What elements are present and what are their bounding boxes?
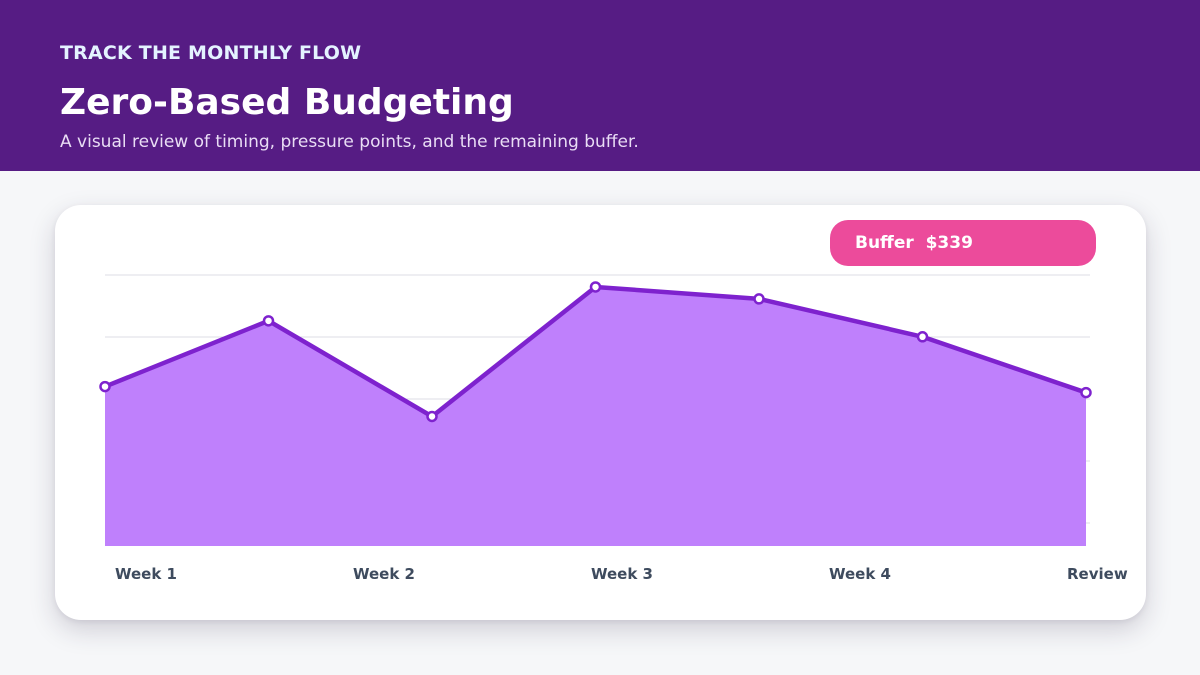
x-tick-label: Week 4 <box>829 565 891 583</box>
x-tick-label: Review <box>1067 565 1128 583</box>
data-point <box>262 315 275 327</box>
data-point <box>916 331 929 343</box>
buffer-value: $339 <box>925 233 973 253</box>
x-tick-label: Week 1 <box>115 565 177 583</box>
area-fill <box>105 286 1086 546</box>
buffer-label: Buffer <box>855 233 914 253</box>
x-axis-labels: Week 1 Week 2 Week 3 Week 4 Review <box>115 565 1128 583</box>
x-tick-label: Week 3 <box>591 565 653 583</box>
data-point <box>1080 386 1092 399</box>
data-point <box>99 380 111 393</box>
buffer-badge: Buffer $339 <box>830 220 1096 266</box>
header-banner: TRACK THE MONTHLY FLOW Zero-Based Budget… <box>0 0 1200 171</box>
eyebrow-text: TRACK THE MONTHLY FLOW <box>60 42 362 64</box>
data-point <box>426 410 438 423</box>
data-point <box>589 281 602 293</box>
page-title: Zero-Based Budgeting <box>60 82 514 123</box>
area-series <box>99 281 1092 546</box>
page-subtitle: A visual review of timing, pressure poin… <box>60 132 639 152</box>
x-tick-label: Week 2 <box>353 565 415 583</box>
data-point <box>753 293 765 305</box>
